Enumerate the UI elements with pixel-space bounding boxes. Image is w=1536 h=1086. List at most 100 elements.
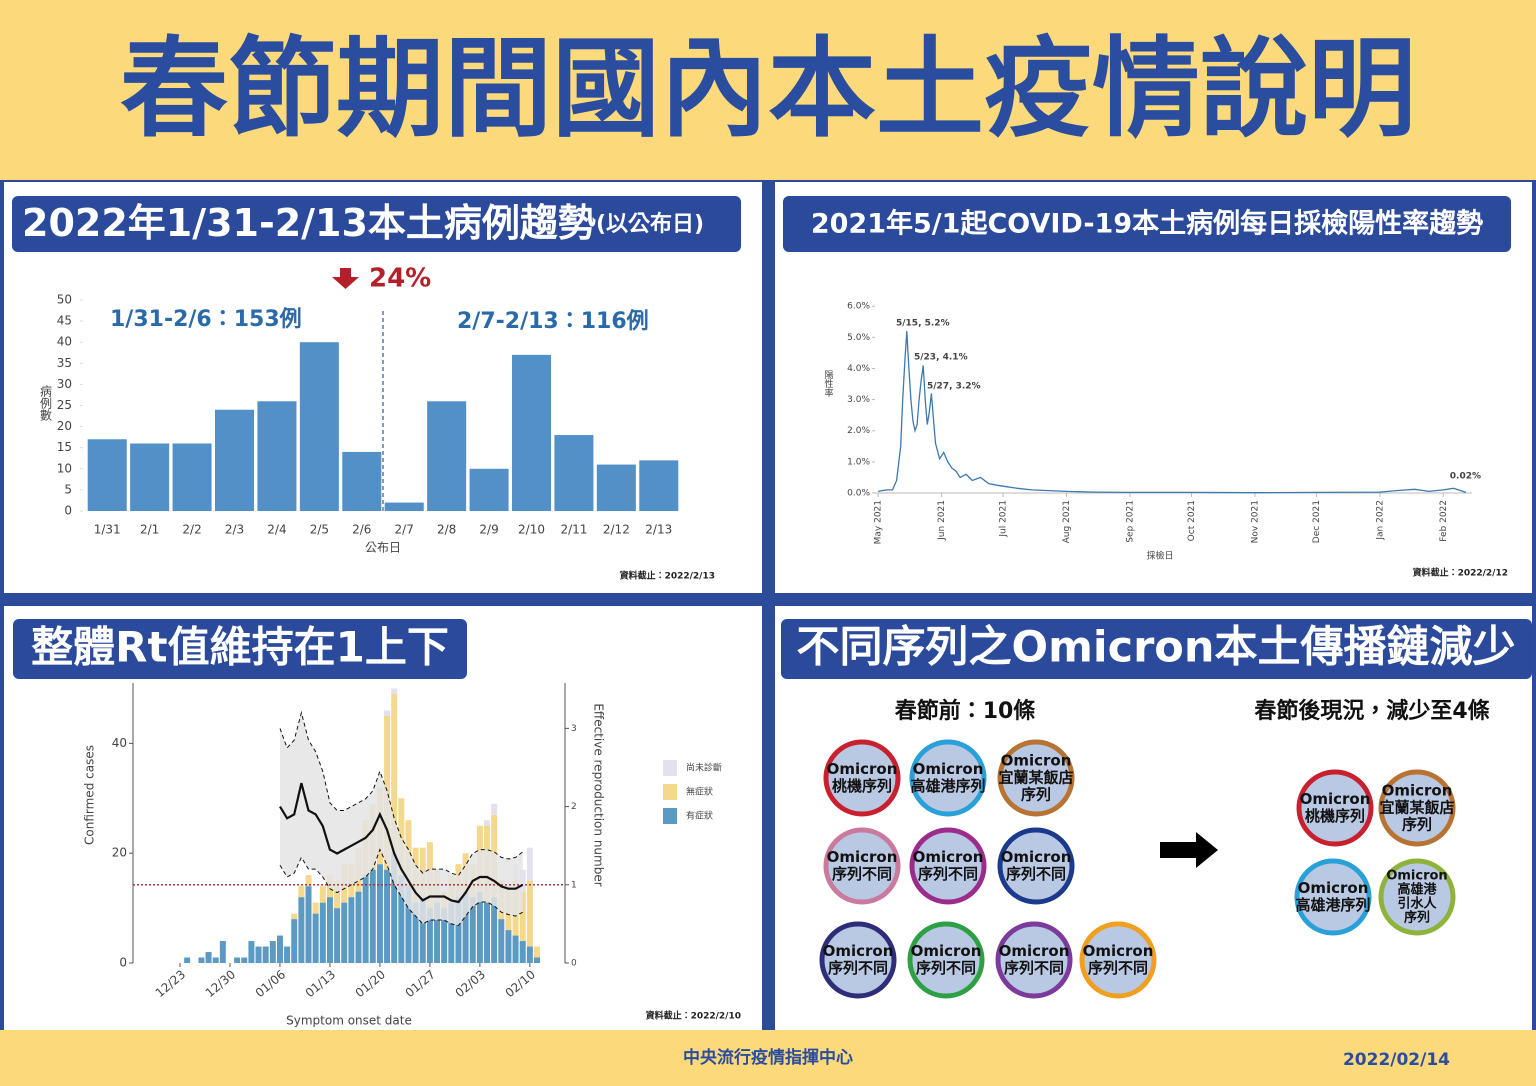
bar-segment xyxy=(534,946,540,958)
y-tick-label: 0 xyxy=(119,956,127,970)
x-tick-label: 2/2 xyxy=(182,523,201,537)
footer-date: 2022/02/14 xyxy=(1343,1050,1450,1070)
y2-axis-label: Effective reproduction number xyxy=(592,703,606,886)
arrow xyxy=(1160,832,1218,868)
legend-label: 尚未診斷 xyxy=(686,762,722,774)
bar-segment xyxy=(184,957,191,963)
x-tick-label: Jan 2022 xyxy=(1375,500,1385,541)
y-tick-label: 50 xyxy=(57,293,72,307)
confidence-band xyxy=(280,712,523,926)
bar-segment xyxy=(269,941,276,963)
bar-segment xyxy=(526,847,533,881)
x-tick-label: 2/3 xyxy=(225,523,244,537)
chain-circle xyxy=(823,827,901,905)
y-tick-label: 40 xyxy=(57,335,72,349)
chain-circle xyxy=(997,739,1075,817)
x-tick-label: Aug 2021 xyxy=(1062,500,1072,543)
bar xyxy=(384,502,424,511)
chain-label: Omicron xyxy=(1298,879,1369,897)
y-tick-label: 45 xyxy=(57,314,72,328)
bar-segment xyxy=(484,902,491,963)
down-arrow xyxy=(332,268,359,289)
y-tick-label: 5.0% xyxy=(847,333,870,343)
y-tick-label: 35 xyxy=(57,356,72,370)
before-heading: 春節前：10條 xyxy=(895,698,1036,724)
bar-segment xyxy=(319,902,326,963)
chain-label: 宜蘭某飯店 xyxy=(1379,799,1454,817)
panel-title: 2021年5/1起COVID-19本土病例每日採檢陽性率趨勢 xyxy=(811,208,1483,240)
legend-label: 有症狀 xyxy=(686,810,713,822)
bar-segment xyxy=(298,886,305,898)
chain-label: 高雄港序列 xyxy=(910,777,985,795)
chain-circle xyxy=(907,921,985,999)
chain-label: 序列不同 xyxy=(832,865,892,883)
chain-label: Omicron xyxy=(1300,790,1371,808)
annotation: 0.02% xyxy=(1450,472,1481,482)
bar-segment xyxy=(398,875,405,963)
chain-label: 宜蘭某飯店 xyxy=(998,769,1073,787)
source-note: 資料截止：2022/2/13 xyxy=(620,570,715,582)
x-tick-label: 2/6 xyxy=(352,523,371,537)
bar xyxy=(342,451,382,511)
bar-segment xyxy=(412,902,419,963)
bar-segment xyxy=(391,693,398,854)
chain-circle xyxy=(819,921,897,999)
chain-circle xyxy=(909,827,987,905)
bar-segment xyxy=(434,902,441,963)
chain-label: 桃機序列 xyxy=(832,777,892,795)
legend-swatch xyxy=(663,760,677,776)
panel-header xyxy=(781,619,1532,679)
chain-circle xyxy=(1294,858,1372,936)
x-axis-label: Symptom onset date xyxy=(286,1014,412,1028)
bar-segment xyxy=(376,864,383,963)
bar-segment xyxy=(405,886,412,963)
bar xyxy=(554,435,594,511)
y2-tick-label: 3 xyxy=(571,724,577,734)
bar xyxy=(299,342,339,511)
x-tick-label: 2/5 xyxy=(310,523,329,537)
bar-segment xyxy=(526,880,533,947)
chain-circle xyxy=(1378,858,1456,936)
chain-circle xyxy=(995,921,1073,999)
bar xyxy=(469,468,509,511)
x-tick-label: Feb 2022 xyxy=(1439,500,1449,542)
bar-segment xyxy=(255,946,262,963)
bar xyxy=(172,443,212,511)
bar-segment xyxy=(476,891,483,963)
bar-segment xyxy=(291,913,298,920)
bar-segment xyxy=(419,897,426,963)
x-tick-label: 2/1 xyxy=(140,523,159,537)
panel-title: 整體Rt值維持在1上下 xyxy=(31,623,449,672)
bar-segment xyxy=(212,957,219,963)
bar-segment xyxy=(248,941,255,963)
y-tick-label: 4.0% xyxy=(847,364,870,374)
chain-label: Omicron xyxy=(1382,782,1453,800)
chain-label: Omicron xyxy=(913,760,984,778)
x-tick-label: 2/10 xyxy=(518,523,545,537)
bar-segment xyxy=(348,897,355,963)
x-tick-label: 1/31 xyxy=(94,523,121,537)
chain-label: 序列 xyxy=(1021,786,1051,804)
panel-header xyxy=(12,196,741,252)
annotation: 2/7-2/13：116例 xyxy=(457,308,649,334)
chain-label: Omicron xyxy=(1001,752,1072,770)
chain-label: Omicron xyxy=(999,942,1070,960)
bar-segment xyxy=(391,688,398,694)
source-note: 資料截止：2022/2/10 xyxy=(646,1010,741,1022)
chain-circle xyxy=(909,739,987,817)
bar-segment xyxy=(205,952,212,963)
x-tick-label: 2/4 xyxy=(267,523,286,537)
bar-segment xyxy=(334,880,341,909)
y-tick-label: 6.0% xyxy=(847,302,870,312)
bar-segment xyxy=(519,941,526,963)
panel-header xyxy=(13,619,467,679)
x-tick-label: Dec 2021 xyxy=(1312,500,1322,543)
bar xyxy=(639,460,679,511)
chain-label: 高雄港序列 xyxy=(1295,896,1370,914)
